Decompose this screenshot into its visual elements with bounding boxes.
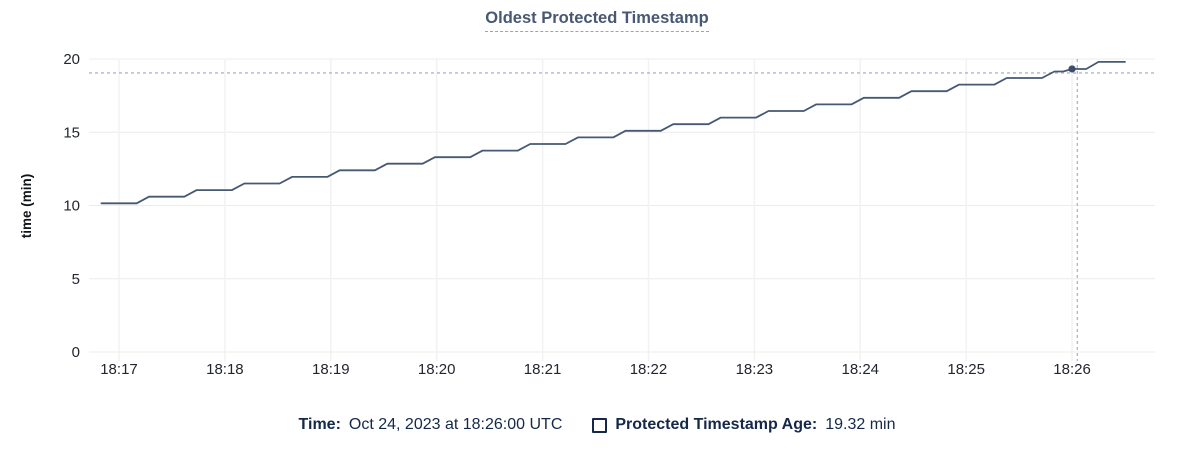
legend-series-value: 19.32 min [825, 416, 896, 433]
x-tick-label: 18:23 [736, 361, 774, 378]
legend-series-label[interactable]: Protected Timestamp Age: [615, 416, 818, 433]
legend-time-value: Oct 24, 2023 at 18:26:00 UTC [348, 416, 563, 433]
chart-title[interactable]: Oldest Protected Timestamp [485, 9, 709, 32]
x-tick-label: 18:26 [1053, 361, 1091, 378]
x-tick-label: 18:17 [100, 361, 138, 378]
legend-time: Time: Oct 24, 2023 at 18:26:00 UTC [299, 416, 563, 434]
x-tick-label: 18:24 [841, 361, 879, 378]
x-tick-label: 18:25 [947, 361, 985, 378]
chart-title-row: Oldest Protected Timestamp [0, 9, 1194, 32]
y-axis-title: time (min) [19, 174, 34, 239]
x-tick-label: 18:22 [630, 361, 668, 378]
legend-time-label: Time: [298, 416, 341, 433]
legend: Time: Oct 24, 2023 at 18:26:00 UTC Prote… [0, 416, 1194, 434]
y-tick-label: 20 [63, 51, 80, 68]
x-tick-label: 18:20 [418, 361, 456, 378]
x-tick-label: 18:21 [524, 361, 562, 378]
series-line [100, 61, 1126, 205]
y-tick-label: 15 [63, 124, 80, 141]
y-tick-label: 10 [63, 198, 80, 215]
x-tick-label: 18:19 [312, 361, 350, 378]
y-tick-label: 0 [72, 344, 80, 361]
legend-series: Protected Timestamp Age: 19.32 min [592, 416, 895, 434]
chart-canvas[interactable]: 0 5 10 15 20 18:17 18:18 18:19 18:20 18:21 18:22 18… [0, 0, 1194, 402]
legend-checkbox[interactable] [592, 417, 608, 433]
x-tick-label: 18:18 [206, 361, 244, 378]
y-tick-label: 5 [72, 271, 80, 288]
hover-point [1068, 65, 1076, 73]
